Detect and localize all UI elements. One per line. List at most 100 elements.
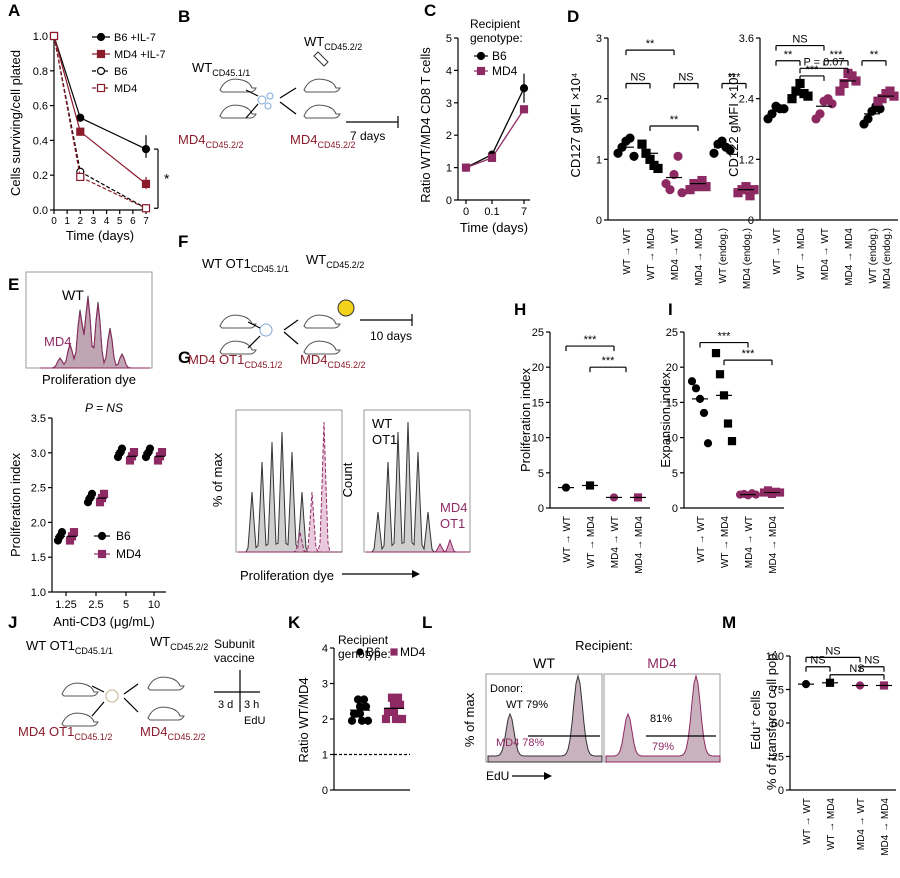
vaccine-label: vaccine [214, 651, 255, 665]
arrow [245, 103, 259, 119]
data-point [381, 714, 391, 724]
significance-label: *** [806, 64, 820, 76]
wt-recipient-label: WTCD45.2/2 [304, 34, 362, 52]
panel-label-i: I [668, 300, 673, 319]
mouse-icon [147, 676, 185, 691]
y-tick-label: 0.8 [33, 66, 48, 78]
data-point [637, 139, 647, 149]
md4-donor-label: MD4 OT1CD45.1/2 [188, 352, 282, 370]
histogram-md4 [40, 298, 150, 369]
y-axis-label: Cells surviving/cell plated [8, 50, 23, 196]
x-tick-label: 0 [463, 206, 469, 218]
mouse-icon [303, 78, 341, 93]
data-point [725, 145, 735, 155]
y-axis-label: Ratio WT/MD4 [296, 677, 311, 762]
x-tick-label: 2.5 [88, 599, 103, 611]
category-label: WT → WT [696, 516, 707, 562]
data-point [835, 86, 845, 96]
data-point [389, 707, 399, 717]
x-axis-label: Proliferation dye [42, 372, 136, 387]
legend-label: B6 [366, 645, 381, 659]
arrow [123, 683, 139, 695]
y-axis-label: Count [340, 462, 355, 497]
histogram-label-ot1: OT1 [440, 516, 465, 531]
x-tick-label: 2 [78, 216, 84, 227]
significance-label: NS [810, 655, 825, 667]
mouse-icon [61, 682, 99, 697]
data-point [353, 695, 363, 704]
arrow-head [412, 570, 420, 578]
data-point [141, 204, 151, 213]
days-label: 7 days [350, 129, 385, 143]
y-tick-label: 2.0 [31, 517, 46, 529]
y-tick-label: 25 [666, 327, 678, 339]
histogram-label-ot1: OT1 [372, 432, 397, 447]
x-tick-label: 3 [91, 216, 97, 227]
x-axis-label: Proliferation dye [240, 568, 334, 583]
legend-marker [476, 51, 486, 61]
data-point [687, 377, 697, 386]
y-axis-label: Edu⁺ cells [748, 690, 763, 750]
y-tick-label: 0 [672, 503, 678, 515]
y-tick-label: 4 [446, 65, 452, 77]
y-tick-label: 10 [532, 433, 544, 445]
mouse-icon [147, 706, 185, 721]
data-point [715, 370, 725, 379]
legend-title: Recipient [470, 17, 521, 31]
data-point [815, 109, 825, 119]
mouse-icon [219, 78, 257, 93]
panel-label-h: H [514, 300, 526, 319]
x-tick-label: 10 [148, 599, 160, 611]
legend-marker [96, 32, 106, 42]
days-label: 3 d [218, 699, 233, 711]
arrow [283, 331, 299, 345]
arrow [245, 89, 259, 97]
data-point [665, 185, 675, 195]
data-point [669, 169, 679, 180]
y-tick-label: 25 [532, 327, 544, 339]
significance-label: NS [864, 655, 879, 667]
category-label: MD4 → WT [670, 228, 681, 280]
y-tick-label: 0.4 [33, 135, 48, 147]
legend-title: genotype: [470, 31, 523, 45]
y-tick-label: 0 [596, 215, 602, 227]
panel-label-k: K [288, 613, 301, 632]
wt-percent-label: 81% [650, 713, 672, 725]
y-tick-label: 15 [666, 397, 678, 409]
y-tick-label: 15 [532, 397, 544, 409]
y-tick-label: 0 [748, 215, 754, 227]
category-label: MD4 → MD4 [634, 516, 645, 574]
category-label: MD4 (endog.) [882, 228, 893, 289]
arrow [247, 335, 261, 349]
data-point [787, 94, 797, 104]
legend-marker [356, 648, 364, 656]
data-point [875, 104, 885, 114]
arrow [279, 101, 297, 115]
data-point [487, 153, 497, 162]
legend-label: B6 [492, 49, 507, 63]
mouse-icon [303, 314, 341, 329]
y-tick-label: 1 [322, 750, 328, 762]
y-tick-label: 1.0 [33, 31, 48, 43]
histogram-md4 [605, 674, 721, 763]
mouse-icon [219, 104, 257, 119]
wt-recipient-label: WTCD45.2/2 [150, 634, 208, 652]
y-axis-label: Ratio WT/MD4 CD8 T cells [418, 47, 433, 203]
legend-marker [390, 648, 398, 656]
legend-label: MD4 [114, 83, 137, 95]
data-point [395, 700, 405, 709]
y-axis-label: CD127 gMFI ×10⁴ [568, 73, 583, 178]
category-label: WT → WT [622, 228, 633, 274]
panel-label-g: G [178, 348, 191, 367]
legend-label: MD4 [116, 547, 142, 561]
syringe-icon [313, 51, 329, 67]
mouse-icon [303, 340, 341, 355]
md4-percent-label: MD4 78% [496, 737, 545, 749]
x-tick-label: 7 [521, 206, 527, 218]
y-tick-label: 2 [596, 94, 602, 106]
significance-label: ** [784, 49, 793, 61]
y-tick-label: 0.2 [33, 170, 48, 182]
significance-label: ** [870, 49, 879, 61]
panel-label-j: J [8, 613, 17, 632]
y-tick-label: 2 [322, 714, 328, 726]
